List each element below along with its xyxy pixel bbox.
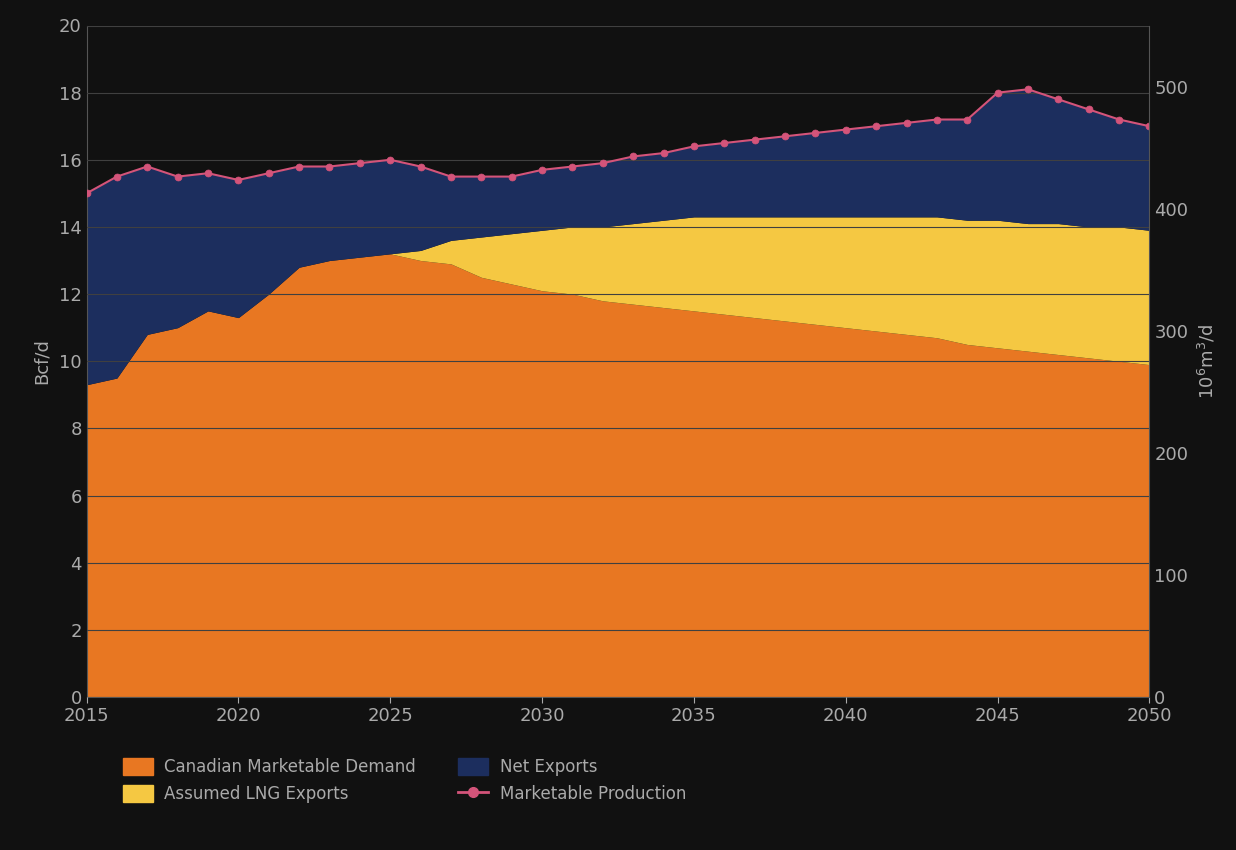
Y-axis label: Bcf/d: Bcf/d <box>32 338 51 384</box>
Legend: Canadian Marketable Demand, Assumed LNG Exports, Net Exports, Marketable Product: Canadian Marketable Demand, Assumed LNG … <box>116 751 692 809</box>
Y-axis label: 10$^6$m$^3$/d: 10$^6$m$^3$/d <box>1196 324 1217 399</box>
